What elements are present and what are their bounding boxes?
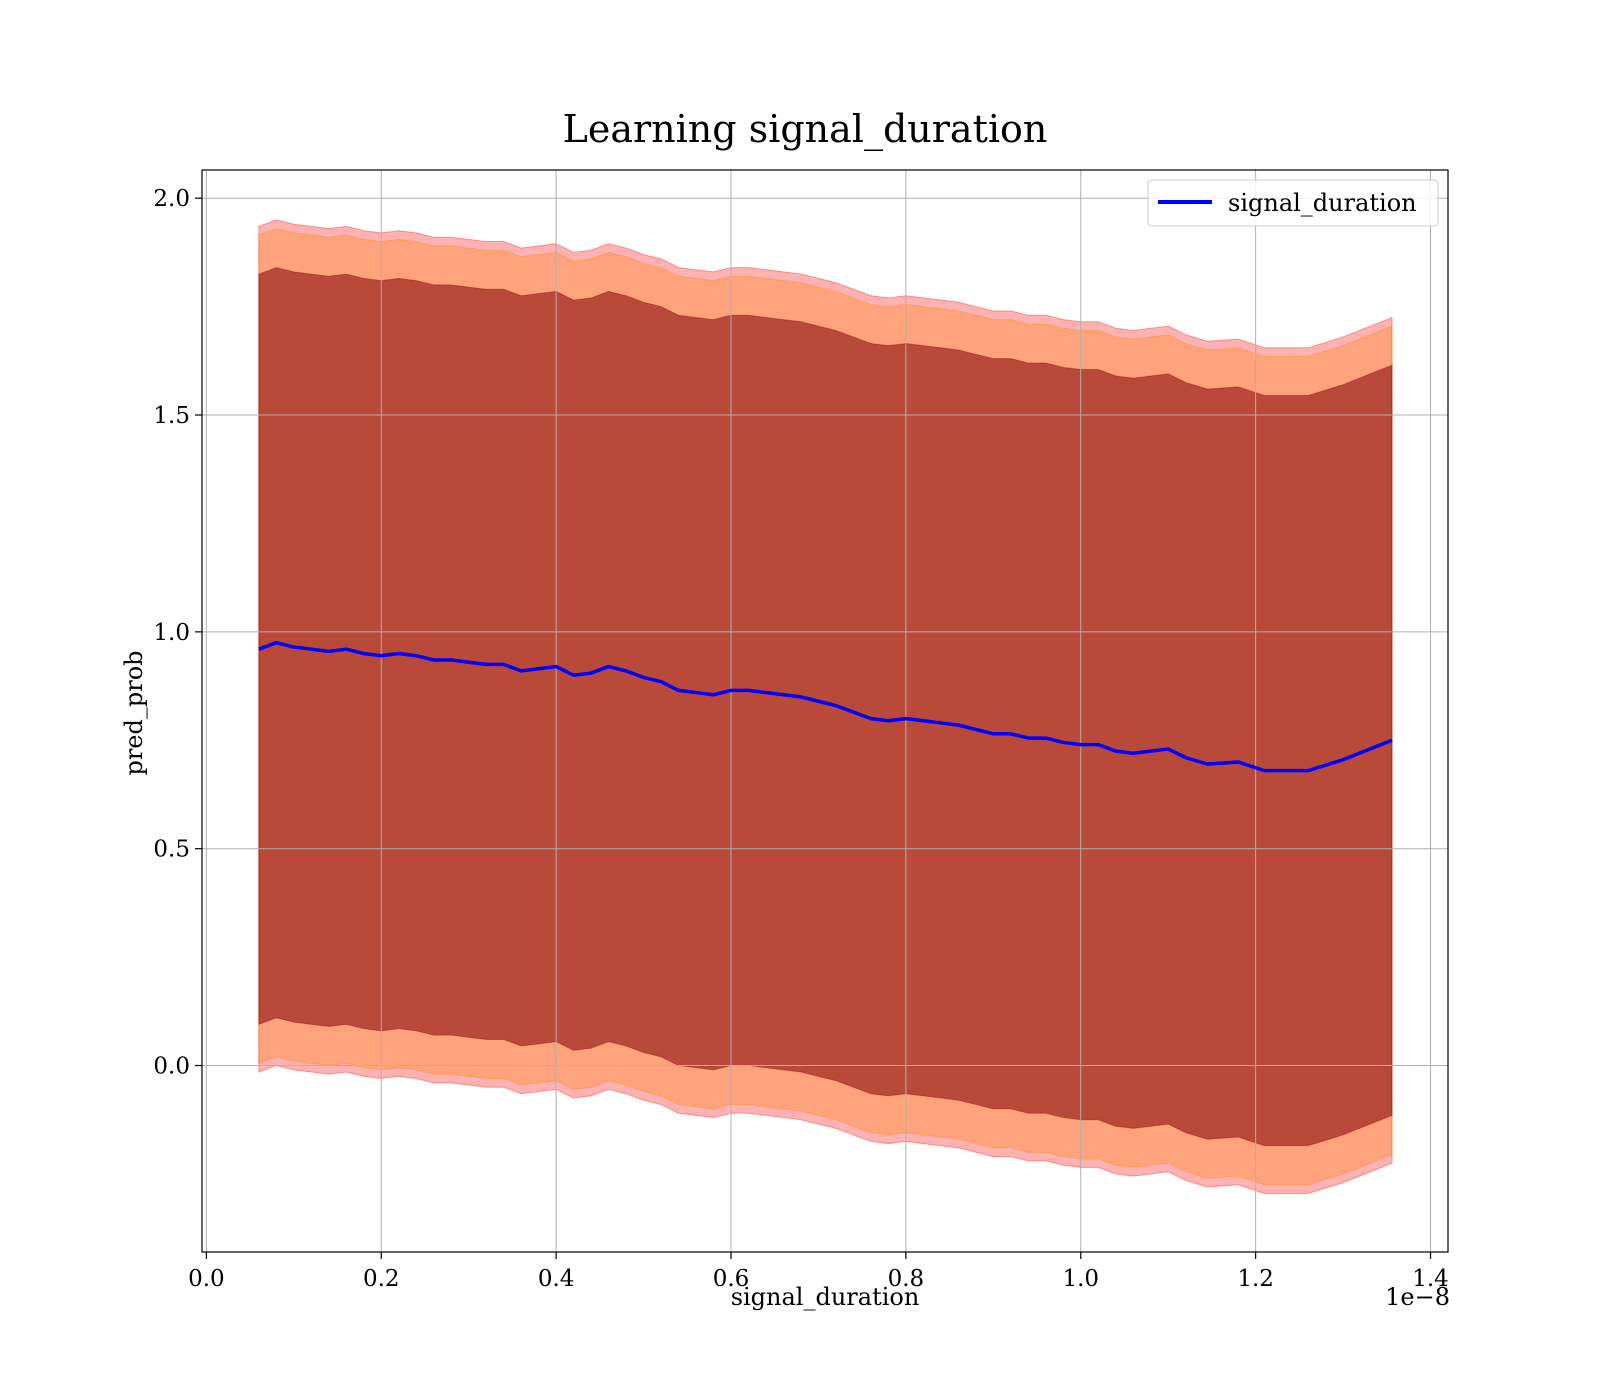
x-tick-label: 1.4: [1412, 1266, 1449, 1292]
x-axis-label: signal_duration: [731, 1283, 920, 1311]
x-tick-label: 1.2: [1237, 1266, 1274, 1292]
y-tick-label: 1.0: [153, 620, 190, 646]
x-tick-label: 0.2: [363, 1266, 400, 1292]
legend-box: [1147, 179, 1439, 227]
x-tick-label: 0.0: [188, 1266, 225, 1292]
y-tick-label: 0.5: [153, 837, 190, 863]
series-lines: [258, 640, 1393, 773]
plot-area: [201, 169, 1449, 1253]
y-tick-label: 0.0: [153, 1054, 190, 1080]
plot-frame: [201, 169, 1449, 1253]
legend-label: signal_duration: [1228, 189, 1417, 217]
series-line-signal-duration: [258, 640, 1393, 773]
x-tick-label: 0.6: [713, 1266, 750, 1292]
band-inner: [258, 267, 1393, 1147]
uncertainty-bands: [258, 219, 1393, 1194]
x-tick-label: 0.4: [538, 1266, 575, 1292]
y-tick-label: 1.5: [153, 403, 190, 429]
x-axis-ticks: 0.0 0.2 0.4 0.6 0.8 1.0 1.2 1.4: [188, 1252, 1449, 1292]
y-axis-ticks: 0.0 0.5 1.0 1.5 2.0: [153, 186, 202, 1080]
x-tick-label: 1.0: [1062, 1266, 1099, 1292]
chart-title: Learning signal_duration: [563, 107, 1048, 152]
y-axis-label: pred_prob: [120, 650, 148, 775]
y-tick-label: 2.0: [153, 186, 190, 212]
x-axis-offset-label: 1e−8: [1385, 1283, 1450, 1311]
legend: signal_duration: [1147, 179, 1439, 227]
grid: [202, 170, 1448, 1252]
x-tick-label: 0.8: [888, 1266, 925, 1292]
